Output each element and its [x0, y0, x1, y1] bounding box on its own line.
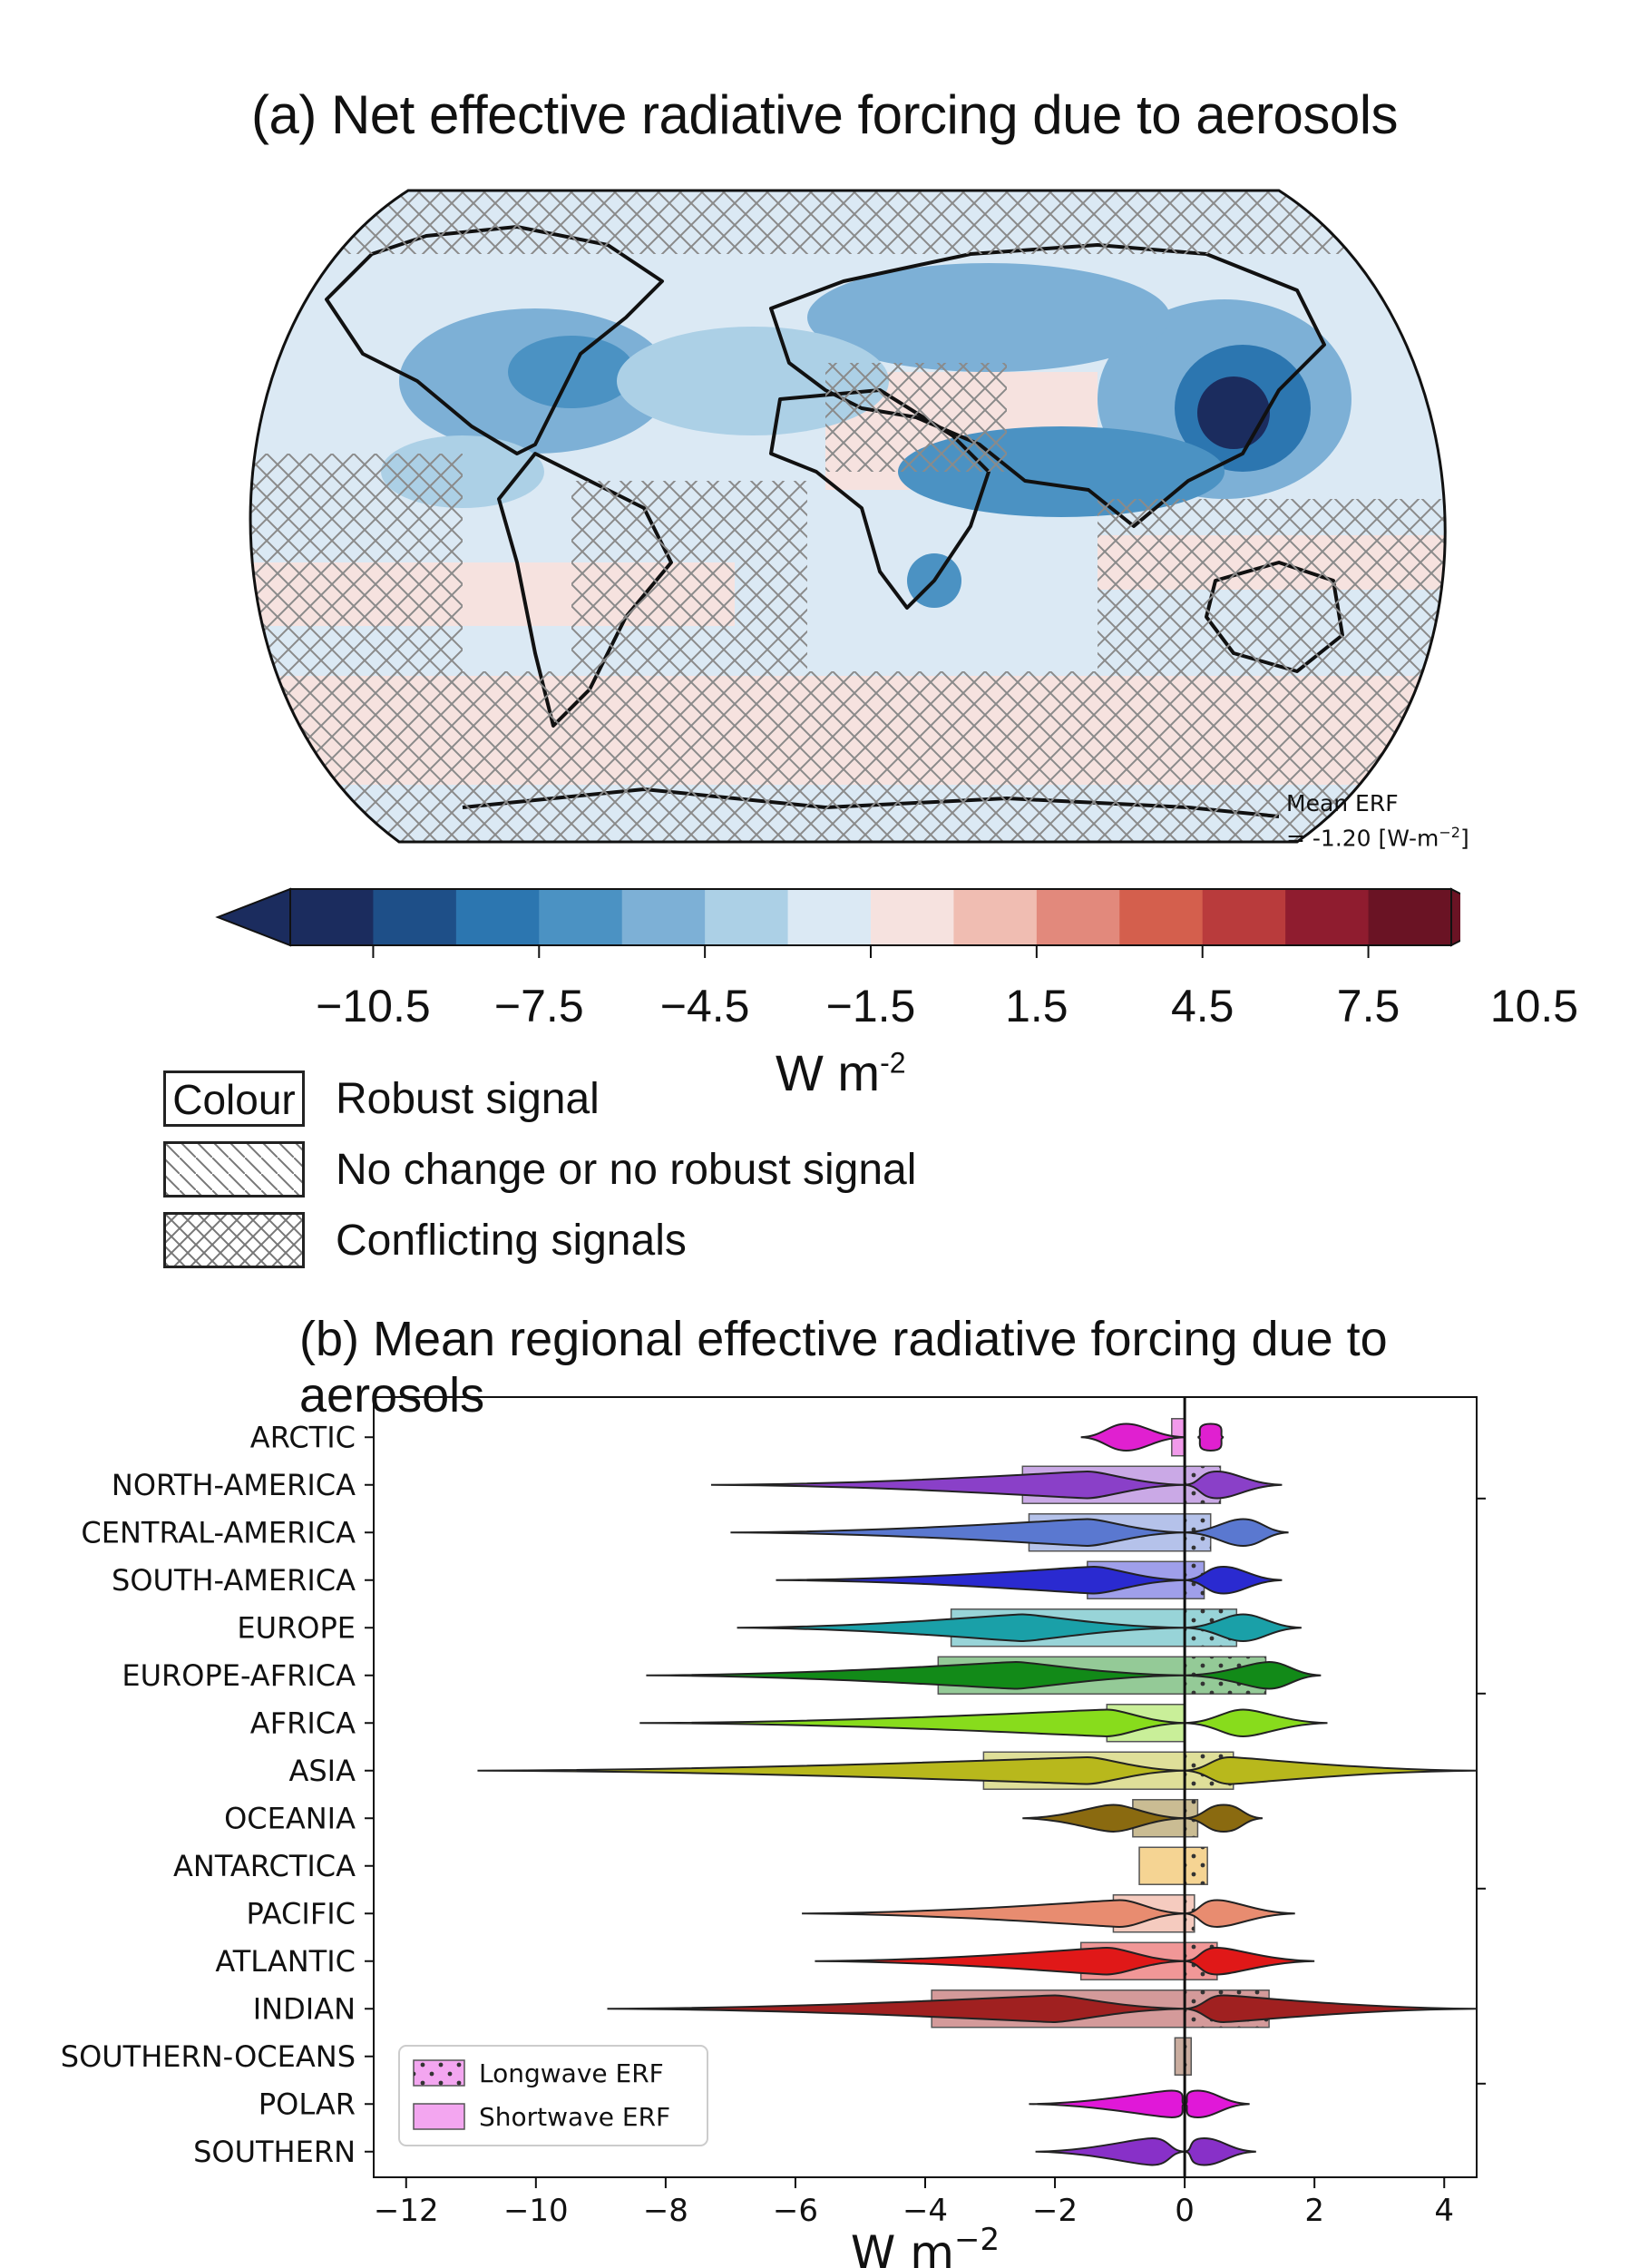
longwave-violin [1184, 2137, 1256, 2166]
chart-legend [398, 2045, 708, 2146]
longwave-violin [1185, 1661, 1322, 1690]
mean-erf-label: Mean ERF = -1.20 [W-m−2] [1286, 789, 1469, 853]
colorbar-segment [1368, 889, 1452, 945]
category-label: SOUTHERN [193, 2135, 356, 2169]
x-axis-label-base: W m [851, 2226, 954, 2268]
colorbar-tick-label: −1.5 [825, 981, 916, 1031]
category-label: ARCTIC [250, 1420, 356, 1454]
colorbar-tick-label: −10.5 [316, 981, 431, 1031]
longwave-violin [1185, 1756, 1478, 1785]
colorbar-extend-high [1450, 887, 1460, 947]
category-label: SOUTH-AMERICA [112, 1563, 356, 1598]
colorbar-segment [705, 889, 789, 945]
colorbar-segment [621, 889, 706, 945]
category-label: ANTARCTICA [173, 1849, 356, 1883]
longwave-bar-dots [1185, 1847, 1208, 1885]
longwave-violin [1185, 1613, 1302, 1642]
x-tick-label: −4 [903, 2193, 948, 2229]
colorbar-tick-label: 7.5 [1336, 981, 1400, 1031]
mean-erf-line1: Mean ERF [1286, 790, 1399, 816]
legend-longwave-dots [414, 2060, 464, 2086]
longwave-violin [1185, 1566, 1283, 1595]
x-axis-label: W m−2 [851, 2222, 1000, 2268]
category-label: SOUTHERN-OCEANS [61, 2039, 356, 2074]
category-label: EUROPE [237, 1610, 356, 1645]
colorbar-tick-label: −4.5 [659, 981, 750, 1031]
panel-b-title: (b) Mean regional effective radiative fo… [299, 1312, 1388, 1422]
shortwave-violin [710, 1471, 1186, 1500]
colorbar-unit: W m-2 [776, 1044, 906, 1101]
longwave-violin [1185, 1947, 1315, 1976]
x-tick-label: −12 [374, 2193, 439, 2229]
colorbar-segment [1202, 889, 1286, 945]
colorbar-segment [1285, 889, 1370, 945]
longwave-violin [1196, 1422, 1225, 1452]
colorbar-extend-low [215, 887, 291, 947]
colorbar-segment [787, 889, 872, 945]
category-label: OCEANIA [224, 1801, 356, 1835]
legend-single-hatch-box [163, 1141, 305, 1198]
x-tick-label: 2 [1304, 2193, 1324, 2229]
shortwave-violin [639, 1708, 1186, 1737]
colorbar-tick-label: 4.5 [1170, 981, 1234, 1031]
legend-cross-hatch-box [163, 1212, 305, 1268]
x-tick-label: −6 [773, 2193, 818, 2229]
category-label: NORTH-AMERICA [112, 1468, 356, 1502]
shortwave-violin [1080, 1422, 1186, 1452]
colorbar-segment [1119, 889, 1204, 945]
longwave-violin [1184, 2089, 1250, 2118]
colorbar-tick-label: −7.5 [493, 981, 584, 1031]
legend-no-change-text: No change or no robust signal [336, 1146, 917, 1194]
longwave-violin [1185, 1899, 1295, 1928]
x-tick-label: −10 [503, 2193, 569, 2229]
legend-shortwave-label: Shortwave ERF [479, 2102, 670, 2132]
colorbar-segment [290, 889, 374, 945]
panel-a-title: (a) Net effective radiative forcing due … [250, 84, 1399, 145]
colorbar-segment [539, 889, 623, 945]
mean-erf-line2: = -1.20 [W-m−2] [1286, 824, 1469, 852]
colorbar-segment [373, 889, 457, 945]
category-label: ASIA [288, 1754, 356, 1788]
longwave-violin [1185, 1518, 1289, 1547]
colorbar-segment [455, 889, 540, 945]
category-label: ATLANTIC [215, 1944, 356, 1979]
x-tick-label: 0 [1175, 2193, 1195, 2229]
longwave-violin [1185, 1708, 1328, 1737]
legend-robust-text: Robust signal [336, 1075, 600, 1123]
legend-shortwave-swatch [413, 2103, 465, 2130]
shortwave-violin [1035, 2137, 1186, 2166]
shortwave-violin [815, 1947, 1186, 1976]
shortwave-violin [730, 1518, 1186, 1547]
colorbar-segment [953, 889, 1038, 945]
shortwave-violin [1029, 2089, 1186, 2118]
colorbar [215, 887, 1460, 958]
colorbar-segment [1036, 889, 1120, 945]
regional-erf-chart: ARCTIC NORTH-AMERICA CENTRAL-AMERICA SOUTH-… [61, 1396, 1486, 2268]
shortwave-bar [1138, 1846, 1186, 1885]
category-label: POLAR [259, 2087, 356, 2121]
shortwave-violin [802, 1899, 1186, 1928]
category-label: CENTRAL-AMERICA [81, 1515, 356, 1549]
x-tick-label: −2 [1032, 2193, 1078, 2229]
x-tick-label: −8 [643, 2193, 688, 2229]
legend-conflicting-text: Conflicting signals [336, 1217, 687, 1265]
legend-longwave-label: Longwave ERF [479, 2058, 664, 2088]
longwave-violin [1185, 1471, 1283, 1500]
longwave-violin [1185, 1994, 1478, 2023]
category-label: PACIFIC [246, 1896, 356, 1931]
category-label: AFRICA [250, 1706, 356, 1740]
category-label: EUROPE-AFRICA [122, 1658, 356, 1693]
shortwave-violin [477, 1756, 1186, 1785]
x-tick-label: 4 [1434, 2193, 1454, 2229]
shortwave-bar [1174, 2037, 1186, 2076]
colorbar-tick-label: 10.5 [1489, 981, 1579, 1031]
longwave-violin [1185, 1804, 1264, 1833]
colorbar-tick-label: 1.5 [1005, 981, 1068, 1031]
longwave-bar-dots [1185, 2038, 1192, 2076]
x-axis-label-sup: −2 [954, 2222, 1000, 2258]
category-label: INDIAN [253, 1991, 356, 2026]
erf-map [249, 189, 1447, 844]
colorbar-segment [871, 889, 954, 945]
legend-colour-box: Colour [163, 1070, 305, 1127]
